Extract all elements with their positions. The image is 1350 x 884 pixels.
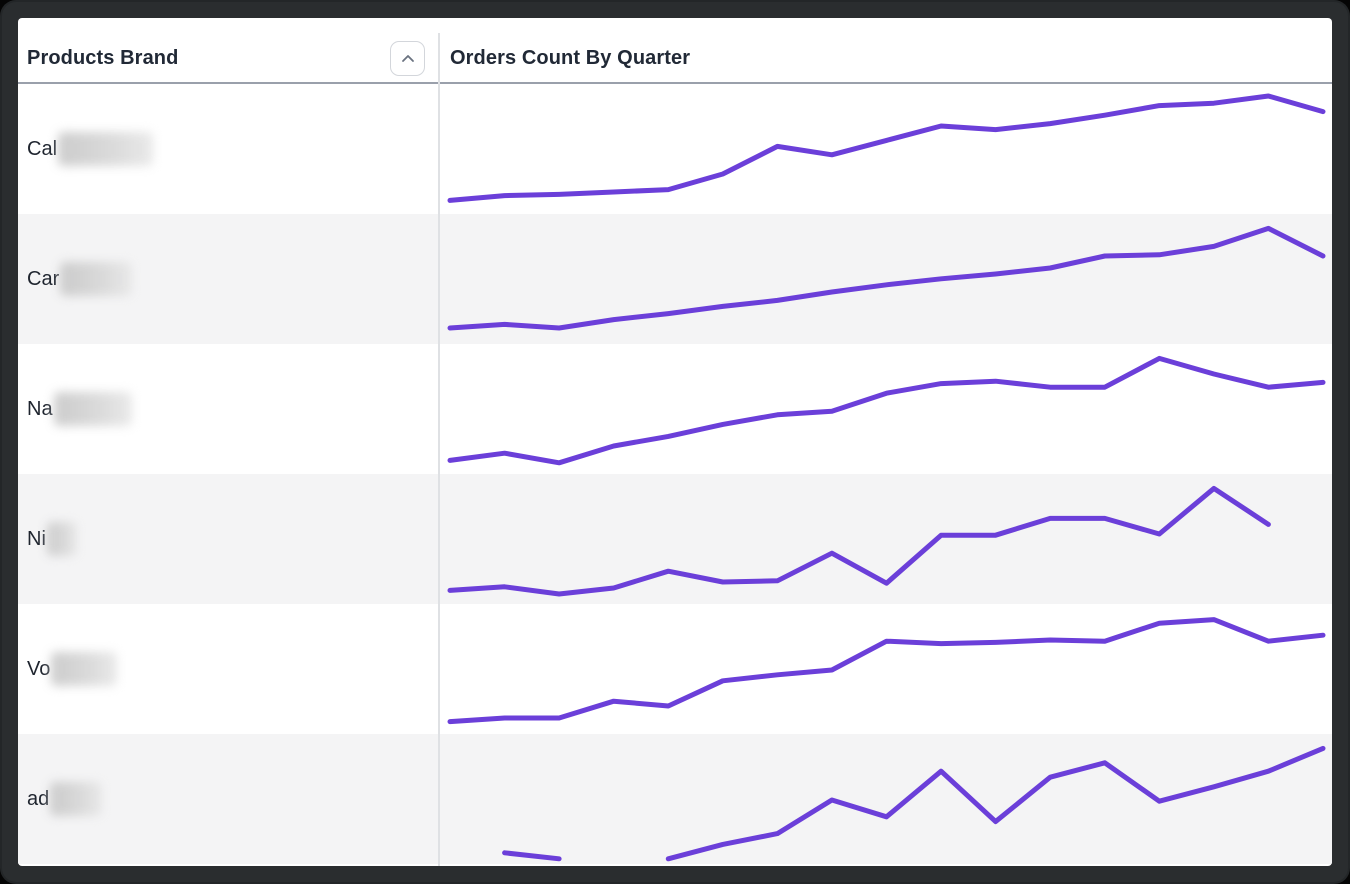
sparkline-cell: [438, 474, 1332, 604]
table-panel: Products Brand Orders Count By Quarter C…: [18, 18, 1332, 866]
sparkline-cell: [438, 734, 1332, 864]
column-header-products-brand[interactable]: Products Brand: [18, 18, 438, 82]
brand-label: Na: [27, 397, 53, 420]
column-divider: [438, 33, 440, 866]
table-row: Car: [18, 214, 1332, 344]
brand-cell: Ni: [18, 474, 438, 604]
sparkline-cell: [438, 214, 1332, 344]
sparkline-chart: [447, 93, 1326, 203]
sparkline-chart: [502, 745, 1326, 862]
column-header-orders-count: Orders Count By Quarter: [438, 18, 1332, 82]
brand-label: Ni: [27, 527, 46, 550]
brand-label: ad: [27, 787, 50, 810]
brand-cell: ad: [18, 734, 438, 864]
brand-cell: Car: [18, 214, 438, 344]
sparkline-cell: [438, 344, 1332, 474]
brand-label: Vo: [27, 657, 51, 680]
brand-cell: Vo: [18, 604, 438, 734]
sparkline-cell: [438, 84, 1332, 214]
redacted-blur: [46, 522, 77, 556]
redacted-blur: [58, 132, 154, 166]
table-row: ad: [18, 734, 1332, 864]
table-header-row: Products Brand Orders Count By Quarter: [18, 18, 1332, 84]
table-row: Ni: [18, 474, 1332, 604]
redacted-blur: [51, 652, 118, 686]
table-body: Cal Car Na Ni Vo ad: [18, 84, 1332, 866]
redacted-blur: [50, 782, 103, 816]
table-row: Na: [18, 344, 1332, 474]
table-row: Vo: [18, 604, 1332, 734]
redacted-blur: [53, 392, 132, 426]
brand-label: Cal: [27, 137, 58, 160]
brand-cell: Na: [18, 344, 438, 474]
table-row: Cal: [18, 84, 1332, 214]
sparkline-chart: [447, 617, 1326, 725]
products-brand-header-label: Products Brand: [27, 46, 179, 69]
brand-label: Car: [27, 267, 60, 290]
sparkline-cell: [438, 604, 1332, 734]
orders-count-header-label: Orders Count By Quarter: [450, 46, 691, 69]
sparkline-chart: [447, 355, 1326, 466]
chevron-up-icon: [401, 54, 415, 63]
sparkline-chart: [447, 225, 1326, 331]
sort-button[interactable]: [390, 40, 425, 76]
redacted-blur: [60, 262, 133, 296]
sparkline-chart: [447, 485, 1271, 597]
brand-cell: Cal: [18, 84, 438, 214]
